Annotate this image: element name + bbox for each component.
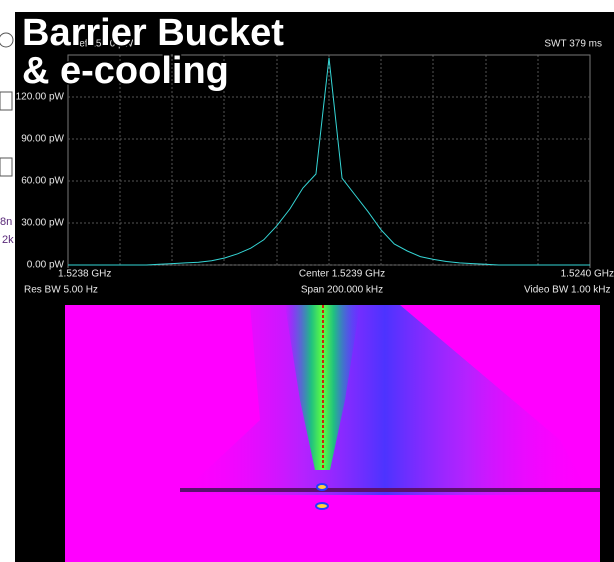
y-tick-label: 90.00 pW [21,134,64,145]
overlay-title: Barrier Bucket [22,12,284,54]
sweep-time: SWT 379 ms [544,39,602,50]
y-tick-label: 60.00 pW [21,176,64,187]
res-bw: Res BW 5.00 Hz [24,285,98,296]
field-box [0,158,12,176]
screen: 8n 2k 0.00 pW30.00 pW60.00 pW90.00 pW120… [0,0,614,562]
span: Span 200.000 kHz [301,285,383,296]
overlay-title: & e-cooling [22,50,229,92]
waterfall [65,305,600,562]
icon [0,33,13,47]
field-box [0,92,12,110]
y-tick-label: 30.00 pW [21,218,64,229]
y-tick-label: 120.00 pW [16,92,65,103]
side-label: 8n [0,216,12,228]
side-label: 2k [2,234,14,246]
center-frequency: Center 1.5239 GHz [299,269,385,280]
x-tick-label: 1.5238 GHz [58,269,111,280]
video-bw: Video BW 1.00 kHz [524,285,611,296]
x-tick-label: 1.5240 GHz [561,269,614,280]
